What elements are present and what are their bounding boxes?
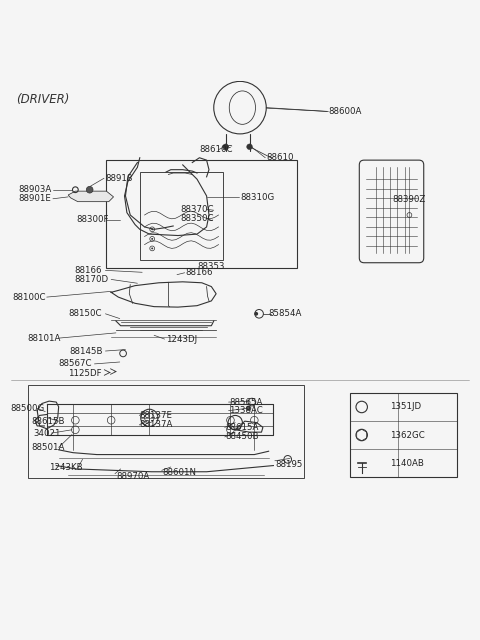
Text: 1243DJ: 1243DJ <box>166 335 197 344</box>
Text: 88150C: 88150C <box>68 309 102 318</box>
Text: 88101A: 88101A <box>28 333 61 342</box>
Text: 88390Z: 88390Z <box>393 195 426 204</box>
Text: 34021: 34021 <box>34 429 61 438</box>
Bar <box>140 172 223 260</box>
Circle shape <box>246 406 251 411</box>
Circle shape <box>151 248 153 250</box>
Text: 88903A: 88903A <box>18 185 51 194</box>
Text: 88500G: 88500G <box>10 404 44 413</box>
Text: 1243KB: 1243KB <box>49 463 83 472</box>
Text: 1338AC: 1338AC <box>229 406 263 415</box>
Text: 88195: 88195 <box>276 460 303 468</box>
Text: 88610C: 88610C <box>199 145 233 154</box>
Circle shape <box>223 144 228 150</box>
Text: 88310G: 88310G <box>240 193 274 202</box>
Text: 88601N: 88601N <box>163 468 197 477</box>
Text: 88350C: 88350C <box>180 214 214 223</box>
Text: 88166: 88166 <box>185 268 213 277</box>
Text: 88567C: 88567C <box>59 360 92 369</box>
Circle shape <box>151 238 153 240</box>
Text: 88610: 88610 <box>267 153 294 163</box>
Text: 1125DF: 1125DF <box>68 369 102 378</box>
Text: 88901E: 88901E <box>18 195 51 204</box>
Text: 88565A: 88565A <box>229 397 263 406</box>
Polygon shape <box>68 191 114 202</box>
Text: 88600A: 88600A <box>328 107 361 116</box>
Text: 88166: 88166 <box>74 266 101 275</box>
Bar <box>28 385 304 479</box>
Circle shape <box>254 312 258 316</box>
Text: 88918: 88918 <box>106 174 133 183</box>
Text: 88137A: 88137A <box>140 420 173 429</box>
Text: 88145B: 88145B <box>69 346 103 355</box>
Text: 1362GC: 1362GC <box>390 431 425 440</box>
Text: 1140AB: 1140AB <box>390 458 424 468</box>
Text: 88615A: 88615A <box>226 423 259 432</box>
Text: 88615B: 88615B <box>31 417 64 426</box>
Text: (DRIVER): (DRIVER) <box>16 93 69 106</box>
Text: 88300F: 88300F <box>77 215 109 224</box>
Text: 88100C: 88100C <box>12 292 46 301</box>
Text: 88970A: 88970A <box>116 472 149 481</box>
Text: 85854A: 85854A <box>269 309 302 318</box>
Circle shape <box>151 228 153 230</box>
Text: 88170D: 88170D <box>74 275 108 284</box>
Text: 88137E: 88137E <box>140 411 173 420</box>
Bar <box>350 392 457 477</box>
Circle shape <box>86 186 93 193</box>
Text: 1351JD: 1351JD <box>390 403 421 412</box>
Text: 88353: 88353 <box>197 262 225 271</box>
Circle shape <box>247 144 252 150</box>
Text: 88450B: 88450B <box>226 433 259 442</box>
Text: 88501A: 88501A <box>31 443 64 452</box>
Text: 88370C: 88370C <box>180 205 214 214</box>
